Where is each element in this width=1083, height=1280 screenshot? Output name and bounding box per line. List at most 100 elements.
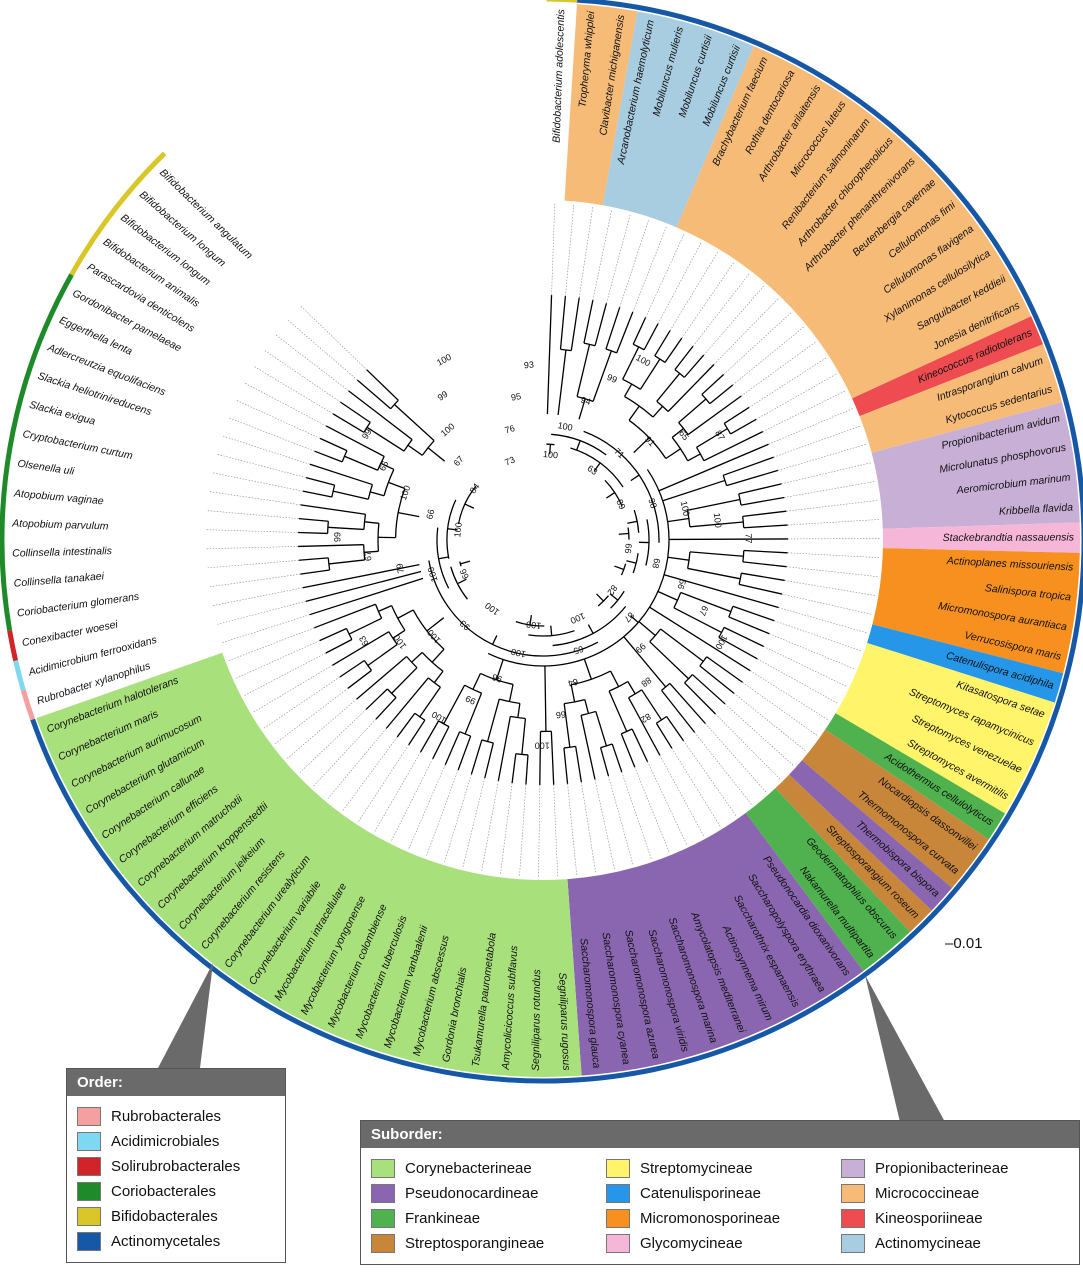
tree-branch xyxy=(364,521,379,524)
legend-swatch xyxy=(606,1234,630,1253)
taxon-label: Collinsella tanakaei xyxy=(13,570,105,590)
leader-line xyxy=(444,774,472,863)
tree-branch xyxy=(654,330,671,357)
taxon-label: Collinsella intestinalis xyxy=(12,545,113,560)
leader-line xyxy=(538,784,541,877)
tree-branch xyxy=(656,715,667,724)
tree-branch xyxy=(664,337,683,363)
tree-branch xyxy=(674,345,694,371)
tree-branch xyxy=(738,573,742,585)
tree-branch xyxy=(620,733,636,768)
leader-line xyxy=(553,784,558,877)
bootstrap-label: 100 xyxy=(557,420,574,433)
leader-line xyxy=(692,273,750,347)
leader-line xyxy=(787,552,880,558)
tree-branch xyxy=(366,426,405,452)
tree-branch xyxy=(683,354,705,378)
tree-branch xyxy=(687,551,691,569)
bootstrap-label: 66 xyxy=(623,543,634,554)
tree-branch xyxy=(687,453,701,462)
tree-branch xyxy=(576,344,591,397)
legend-swatch xyxy=(77,1107,101,1126)
tree-branch xyxy=(396,712,416,738)
bootstrap-label: 87 xyxy=(622,610,636,624)
tree-branch xyxy=(740,496,785,506)
tree-branch xyxy=(333,490,369,500)
leader-line xyxy=(659,755,705,837)
leader-line xyxy=(723,312,792,375)
leader-line xyxy=(357,744,409,822)
tree-branch xyxy=(666,716,685,742)
tree-branch xyxy=(743,524,788,529)
tree-branch xyxy=(517,703,521,718)
leader-line xyxy=(732,326,805,386)
tree-branch xyxy=(687,567,741,580)
legend-swatch xyxy=(371,1234,395,1253)
leader-line xyxy=(235,640,320,679)
tree-branch xyxy=(686,510,691,527)
leader-line xyxy=(391,758,433,842)
tree-branch xyxy=(460,560,471,565)
tree-branch xyxy=(411,651,423,663)
tree-branch xyxy=(703,431,764,462)
tree-branch xyxy=(356,656,408,700)
tree-branch xyxy=(332,413,365,433)
leader-line xyxy=(669,251,719,331)
legend-item: Coriobacterales xyxy=(77,1179,275,1204)
tree-branch xyxy=(583,300,594,344)
bootstrap-label: 65 xyxy=(677,428,691,442)
leader-line xyxy=(647,761,688,845)
tree-branch xyxy=(623,636,667,688)
bootstrap-label: 66 xyxy=(458,567,471,580)
legend-swatch xyxy=(841,1184,865,1203)
leader-line xyxy=(594,779,615,870)
tree-branch xyxy=(464,503,475,509)
tree-branch xyxy=(378,605,392,612)
order-callout-pointer xyxy=(158,963,213,1068)
legend-item: Rubrobacterales xyxy=(77,1104,275,1129)
legend-label: Glycomycineae xyxy=(640,1235,743,1252)
tree-branch xyxy=(300,504,366,515)
tree-branch xyxy=(678,422,689,435)
bootstrap-label: 77 xyxy=(744,533,754,543)
leader-line xyxy=(374,752,421,833)
leader-line xyxy=(778,607,868,634)
tree-branch xyxy=(550,731,555,785)
tree-branch xyxy=(327,526,364,531)
tree-branch xyxy=(497,716,511,782)
leader-line xyxy=(768,408,854,445)
taxon-label: Olsenella uli xyxy=(17,458,76,478)
leader-line xyxy=(645,233,685,318)
leader-line xyxy=(756,373,837,420)
legend-item: Frankineae xyxy=(371,1206,606,1231)
tree-branch xyxy=(633,437,650,454)
tree-branch xyxy=(657,590,678,601)
bootstrap-label: 79 xyxy=(394,563,406,575)
tree-branch xyxy=(680,591,732,613)
tree-branch xyxy=(344,455,378,471)
bootstrap-label: 100 xyxy=(426,566,440,583)
bootstrap-label: 88 xyxy=(639,675,653,689)
leader-line xyxy=(715,713,781,780)
leader-line xyxy=(209,573,301,588)
taxon-label: Segniliparus rugosus xyxy=(556,972,572,1071)
leader-line xyxy=(713,298,779,365)
tree-branch xyxy=(628,405,640,421)
leader-line xyxy=(705,723,767,793)
taxon-label: Slackia exigua xyxy=(28,399,97,428)
tree-branch xyxy=(580,710,597,716)
tree-branch xyxy=(578,398,586,420)
tree-branch xyxy=(608,680,629,692)
tree-branch xyxy=(600,743,613,749)
tree-branch xyxy=(687,498,741,511)
bootstrap-label: 71 xyxy=(612,446,626,460)
tree-branch xyxy=(546,295,553,415)
tree-branch xyxy=(671,427,684,438)
suborder-band xyxy=(567,812,864,1076)
tree-branch xyxy=(587,624,594,634)
tree-branch xyxy=(397,609,414,619)
leader-line xyxy=(724,703,794,766)
bootstrap-label: 63 xyxy=(357,634,371,648)
legend-swatch xyxy=(606,1184,630,1203)
